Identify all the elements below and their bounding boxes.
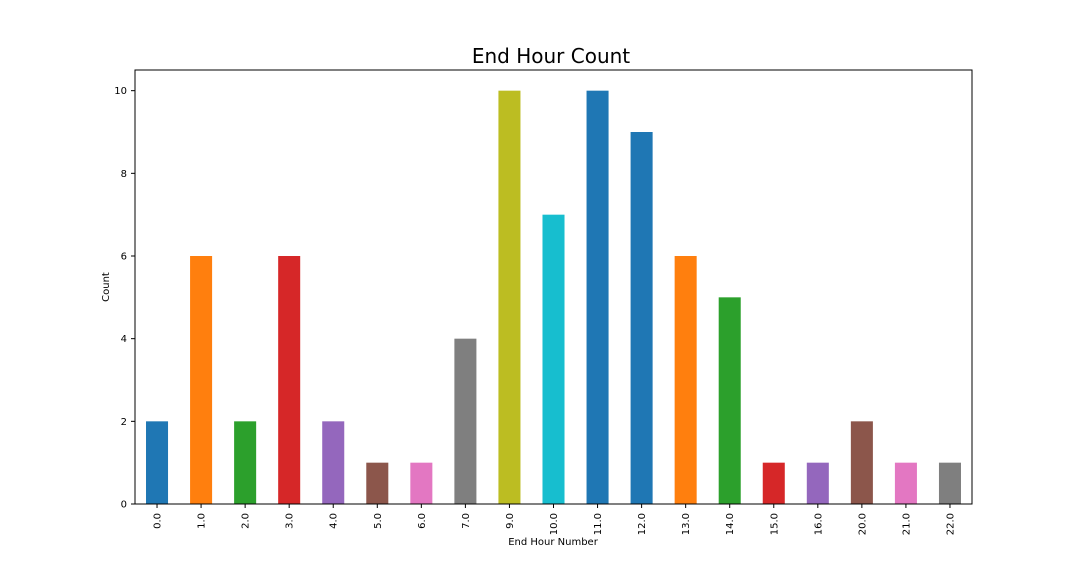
bar-13.0	[674, 256, 697, 504]
bar-0.0	[146, 421, 169, 504]
x-tick-label: 20.0	[857, 513, 868, 535]
chart-title: End Hour Count	[472, 44, 630, 68]
bar-15.0	[762, 462, 785, 504]
bar-21.0	[894, 462, 917, 504]
x-tick-label: 6.0	[417, 513, 428, 529]
x-tick-label: 0.0	[153, 513, 164, 529]
x-tick-label: 3.0	[285, 513, 296, 529]
x-tick-label: 9.0	[505, 513, 516, 529]
bar-12.0	[630, 132, 653, 504]
x-axis-label: End Hour Number	[508, 537, 599, 548]
bar-4.0	[322, 421, 345, 504]
y-tick-label: 6	[121, 252, 127, 263]
x-tick-label: 12.0	[637, 513, 648, 535]
x-tick-label: 1.0	[197, 513, 208, 529]
x-tick-label: 22.0	[945, 513, 956, 535]
bar-2.0	[234, 421, 257, 504]
bar-7.0	[454, 338, 477, 504]
x-tick-label: 11.0	[593, 513, 604, 535]
plot-area: 0 2 4 6 8 10 0.0 1.0 2.0 3.0 4.0 5.0 6.0 7.0 9.0 10.0 11…	[114, 69, 973, 535]
bar-6.0	[410, 462, 433, 504]
x-tick-label: 10.0	[549, 513, 560, 535]
bar-10.0	[542, 214, 565, 505]
x-tick-label: 4.0	[329, 513, 340, 529]
bar-16.0	[806, 462, 829, 504]
y-axis-label: Count	[101, 272, 112, 302]
x-tick-label: 15.0	[769, 513, 780, 535]
bar-20.0	[850, 421, 873, 504]
x-tick-label: 13.0	[681, 513, 692, 535]
x-tick-label: 16.0	[813, 513, 824, 535]
y-tick-label: 8	[121, 169, 127, 180]
y-tick-label: 4	[121, 334, 127, 345]
bar-9.0	[498, 90, 521, 505]
x-tick-label: 2.0	[241, 513, 252, 529]
bar-1.0	[190, 256, 213, 504]
bar-22.0	[938, 462, 961, 504]
x-tick-label: 5.0	[373, 513, 384, 529]
bar-11.0	[586, 90, 609, 505]
x-tick-label: 14.0	[725, 513, 736, 535]
y-tick-label: 2	[121, 417, 127, 428]
bar-5.0	[366, 462, 389, 504]
x-tick-label: 21.0	[901, 513, 912, 535]
bar-3.0	[278, 256, 301, 504]
y-tick-label: 0	[121, 500, 127, 511]
bar-14.0	[718, 297, 741, 504]
y-tick-label: 10	[114, 86, 127, 97]
x-tick-label: 7.0	[461, 513, 472, 529]
